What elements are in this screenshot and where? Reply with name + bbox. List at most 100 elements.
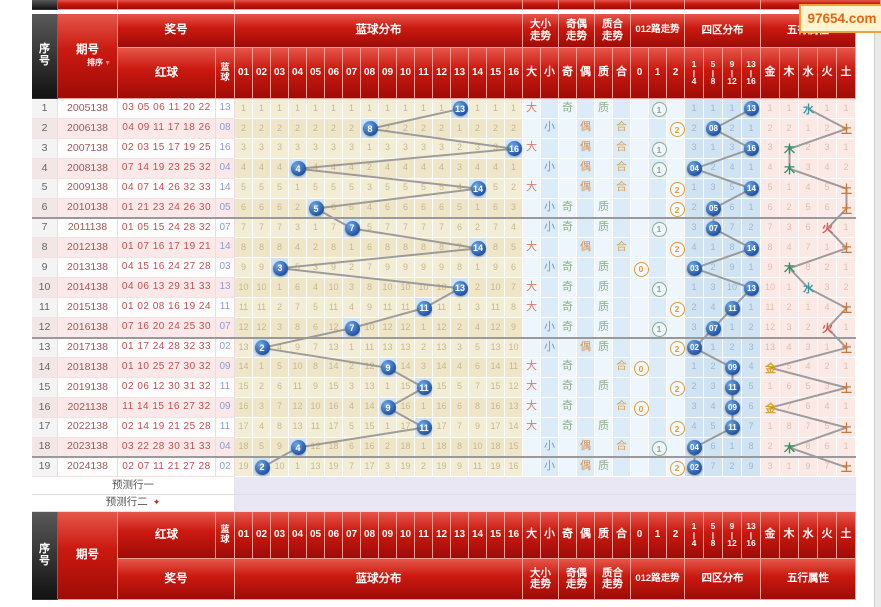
seq-cell: 14	[32, 357, 58, 378]
miss-cell: 11	[469, 457, 487, 478]
miss-cell: 1	[415, 397, 433, 418]
element-char: 金	[765, 362, 776, 375]
miss-cell: 8	[451, 258, 469, 279]
zone-cell: 6	[742, 397, 761, 418]
route-circle: 1	[651, 281, 667, 297]
miss-cell: 4	[397, 158, 415, 179]
zone-cell: 3	[704, 278, 723, 299]
sort-control[interactable]: 排序▼	[87, 57, 111, 67]
period-cell: 2011138	[58, 218, 118, 239]
miss-cell: 6	[469, 357, 487, 378]
miss-cell: 5	[379, 178, 397, 199]
zone-cell: 1	[685, 178, 704, 199]
miss-cell: 15	[235, 377, 253, 398]
miss-cell: 6	[379, 198, 397, 219]
trend-cell: 小	[541, 158, 559, 179]
page-scroll-edge[interactable]	[874, 0, 881, 607]
blue-number-cell: 13	[216, 99, 235, 119]
miss-cell: 8	[415, 238, 433, 259]
element-cell: 7	[799, 417, 818, 438]
miss-cell: 14	[487, 357, 505, 378]
element-cell: 7	[799, 238, 818, 259]
element-char: 水	[803, 283, 814, 296]
trend-cell	[559, 178, 577, 199]
trend-cell	[559, 437, 577, 458]
period-cell: 2022138	[58, 417, 118, 438]
prediction-row-label[interactable]: 预测行一	[32, 477, 235, 495]
element-cell: 1	[799, 118, 818, 139]
ball-circle: 8	[362, 121, 378, 137]
trend-cell	[523, 118, 541, 139]
zone-ball-circle: 04	[687, 440, 702, 456]
route-cell	[631, 417, 649, 438]
trend-cell: 小	[541, 337, 559, 358]
element-cell: 4	[818, 158, 837, 179]
trend-cell: 合	[613, 357, 631, 378]
trend-cell: 偶	[577, 457, 595, 478]
miss-cell: 17	[235, 417, 253, 438]
miss-cell: 4	[343, 397, 361, 418]
miss-cell: 14	[505, 417, 523, 438]
sort-arrow-icon[interactable]: ▼	[104, 59, 111, 67]
miss-cell: 9	[451, 457, 469, 478]
prediction-row-label[interactable]: 预测行二 ✦	[32, 494, 235, 512]
trend-cell: 质	[595, 258, 613, 279]
seq-cell: 15	[32, 377, 58, 398]
watermark-link[interactable]: 97654.com	[799, 4, 881, 33]
miss-cell: 3	[343, 138, 361, 159]
miss-cell: 18	[397, 437, 415, 458]
miss-cell: 6	[271, 198, 289, 219]
element-char: 火	[822, 323, 833, 336]
ball-circle: 13	[452, 280, 468, 296]
trend-cell: 奇	[559, 357, 577, 378]
miss-cell: 1	[415, 99, 433, 119]
element-cell: 1	[799, 298, 818, 319]
seq-cell: 1	[32, 99, 58, 119]
zone-cell: 2	[685, 298, 704, 319]
element-column-header: 木	[780, 48, 799, 99]
route-cell	[649, 238, 667, 259]
trend-cell	[577, 357, 595, 378]
seq-cell: 18	[32, 437, 58, 458]
zone-cell: 5	[704, 417, 723, 438]
period-cell: 2012138	[58, 238, 118, 259]
route-cell	[631, 457, 649, 478]
blue-number-cell: 11	[216, 298, 235, 319]
zone-cell: 7	[723, 218, 742, 239]
route-cell	[667, 99, 685, 119]
miss-cell: 6	[325, 198, 343, 219]
zone-cell: 4	[685, 417, 704, 438]
trend-cell: 奇	[559, 278, 577, 299]
miss-cell: 9	[325, 258, 343, 279]
zone-cell: 5	[742, 377, 761, 398]
footer-trend-column-header: 偶	[577, 512, 595, 559]
zone-cell: 1	[685, 278, 704, 299]
miss-cell: 4	[271, 158, 289, 179]
miss-cell: 6	[253, 198, 271, 219]
miss-cell: 11	[235, 298, 253, 319]
miss-cell: 4	[469, 158, 487, 179]
ball-column-header: 12	[433, 48, 451, 99]
route-cell	[649, 198, 667, 219]
element-cell: 1	[818, 337, 837, 358]
element-column-header: 火	[818, 48, 837, 99]
ball-column-header: 02	[253, 48, 271, 99]
miss-cell: 1	[307, 99, 325, 119]
ball-circle: 16	[506, 141, 522, 157]
element-cell: 5	[780, 357, 799, 378]
route-circle: 1	[651, 321, 667, 337]
zone-cell: 3	[723, 138, 742, 159]
zone-cell: 7	[742, 417, 761, 438]
trend-cell	[541, 238, 559, 259]
footer-trend-column-header: 小	[541, 512, 559, 559]
ball-column-header: 06	[325, 48, 343, 99]
blue-number-cell: 04	[216, 437, 235, 458]
trend-cell	[559, 457, 577, 478]
miss-cell: 5	[325, 178, 343, 199]
zone-cell: 1	[704, 99, 723, 119]
route-circle: 0	[633, 261, 649, 277]
footer-ball-column-header: 13	[451, 512, 469, 559]
element-cell: 1	[837, 357, 856, 378]
miss-cell: 2	[271, 298, 289, 319]
route-cell	[667, 278, 685, 299]
